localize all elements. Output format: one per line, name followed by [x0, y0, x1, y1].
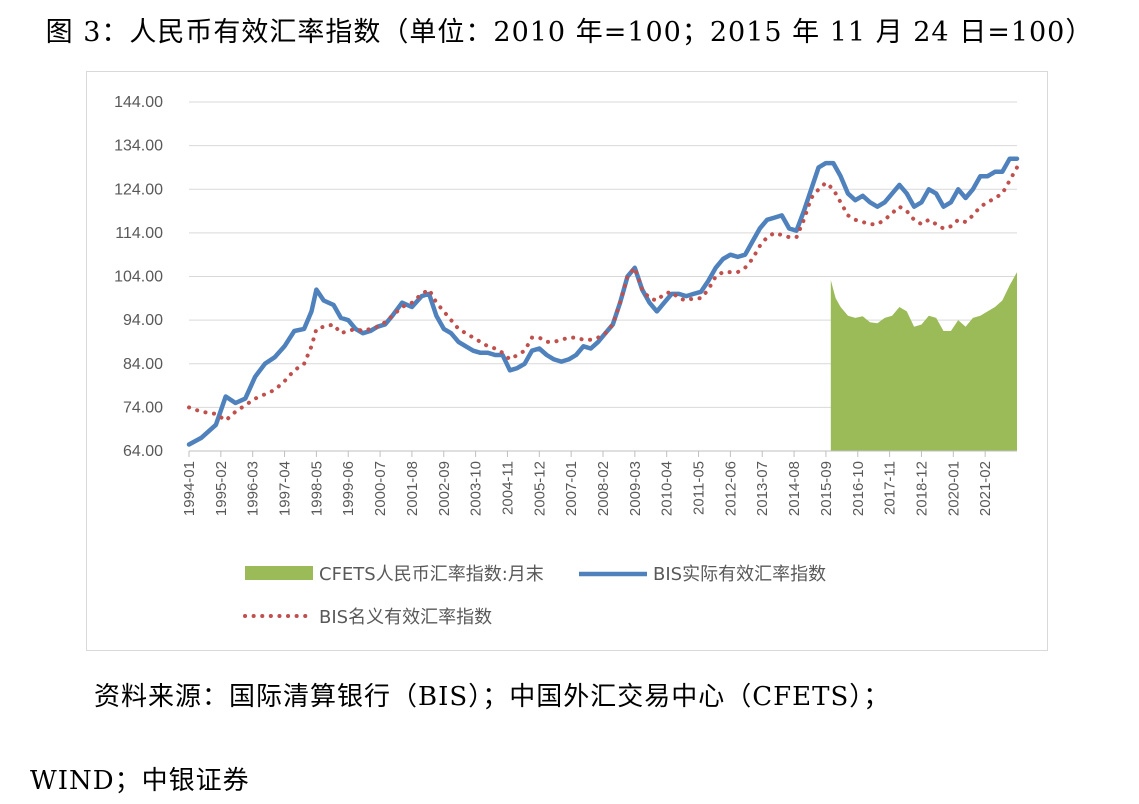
chart-frame: 144.00 134.00 124.00 114.00 104.00 94.00 84.00…: [86, 71, 1048, 651]
x-tick-label: 2010-04: [659, 461, 676, 516]
x-tick-label: 2000-07: [372, 461, 389, 516]
legend-label-bis-nominal: BIS名义有效汇率指数: [319, 607, 492, 628]
y-tick-label: 114.00: [115, 225, 163, 242]
chart-svg: 144.00 134.00 124.00 114.00 104.00 94.00 84.00…: [114, 94, 1020, 628]
x-tick-label: 2017-11: [882, 461, 899, 515]
legend: CFETS人民币汇率指数:月末 BIS实际有效汇率指数 BIS名义有效汇率指数: [243, 564, 826, 628]
x-tick-label: 2005-12: [531, 461, 548, 516]
x-tick-label: 1999-06: [340, 461, 357, 516]
axes-layer: 144.00 134.00 124.00 114.00 104.00 94.00 84.00…: [114, 94, 1017, 516]
x-tick-label: 2011-05: [691, 461, 708, 515]
x-tick-label: 2002-09: [436, 461, 453, 516]
legend-swatch-cfets: [245, 566, 313, 580]
bis-real-line: [186, 156, 1020, 447]
y-tick-label: 84.00: [123, 356, 163, 373]
x-tick-label: 2021-02: [977, 461, 994, 516]
source-note-line1: 资料来源：国际清算银行（BIS）；中国外汇交易中心（CFETS）；: [94, 682, 891, 712]
x-tick-label: 2013-07: [754, 461, 771, 516]
x-tick-label: 1998-05: [308, 461, 325, 516]
figure-title: 图 3：人民币有效汇率指数（单位：2010 年=100；2015 年 11 月 …: [45, 17, 1094, 48]
source-note-line2: WIND；中银证券: [30, 766, 250, 796]
y-tick-label: 144.00: [114, 94, 163, 111]
y-tick-label: 74.00: [123, 399, 163, 416]
x-tick-label: 2014-08: [786, 461, 803, 516]
x-tick-label: 1997-04: [277, 461, 294, 516]
y-tick-label: 134.00: [114, 138, 163, 155]
x-tick-label: 1995-02: [213, 461, 230, 516]
x-tick-label: 2020-01: [945, 461, 962, 516]
x-tick-label: 2007-01: [563, 461, 580, 516]
x-tick-label: 2016-10: [850, 461, 867, 516]
x-tick-label: 2015-09: [818, 461, 835, 516]
y-tick-label: 104.00: [114, 269, 163, 286]
x-tick-label: 2004-11: [499, 461, 516, 515]
x-tick-label: 1996-03: [245, 461, 262, 516]
cfets-area: [830, 272, 1017, 451]
x-tick-label: 2018-12: [913, 461, 930, 516]
y-tick-label: 94.00: [123, 312, 163, 329]
x-tick-label: 2008-02: [595, 461, 612, 516]
x-tick-label: 2003-10: [468, 461, 485, 516]
y-tick-label: 124.00: [114, 181, 163, 198]
y-tick-label: 64.00: [123, 443, 163, 460]
x-tick-label: 2001-08: [404, 461, 421, 516]
cfets-area-layer: [830, 272, 1017, 451]
x-tick-label: 2012-06: [722, 461, 739, 516]
x-tick-label: 2009-03: [627, 461, 644, 516]
legend-label-bis-real: BIS实际有效汇率指数: [653, 564, 826, 585]
series-lines-layer: [186, 156, 1020, 447]
legend-label-cfets: CFETS人民币汇率指数:月末: [319, 564, 544, 585]
x-tick-label: 1994-01: [181, 461, 198, 516]
